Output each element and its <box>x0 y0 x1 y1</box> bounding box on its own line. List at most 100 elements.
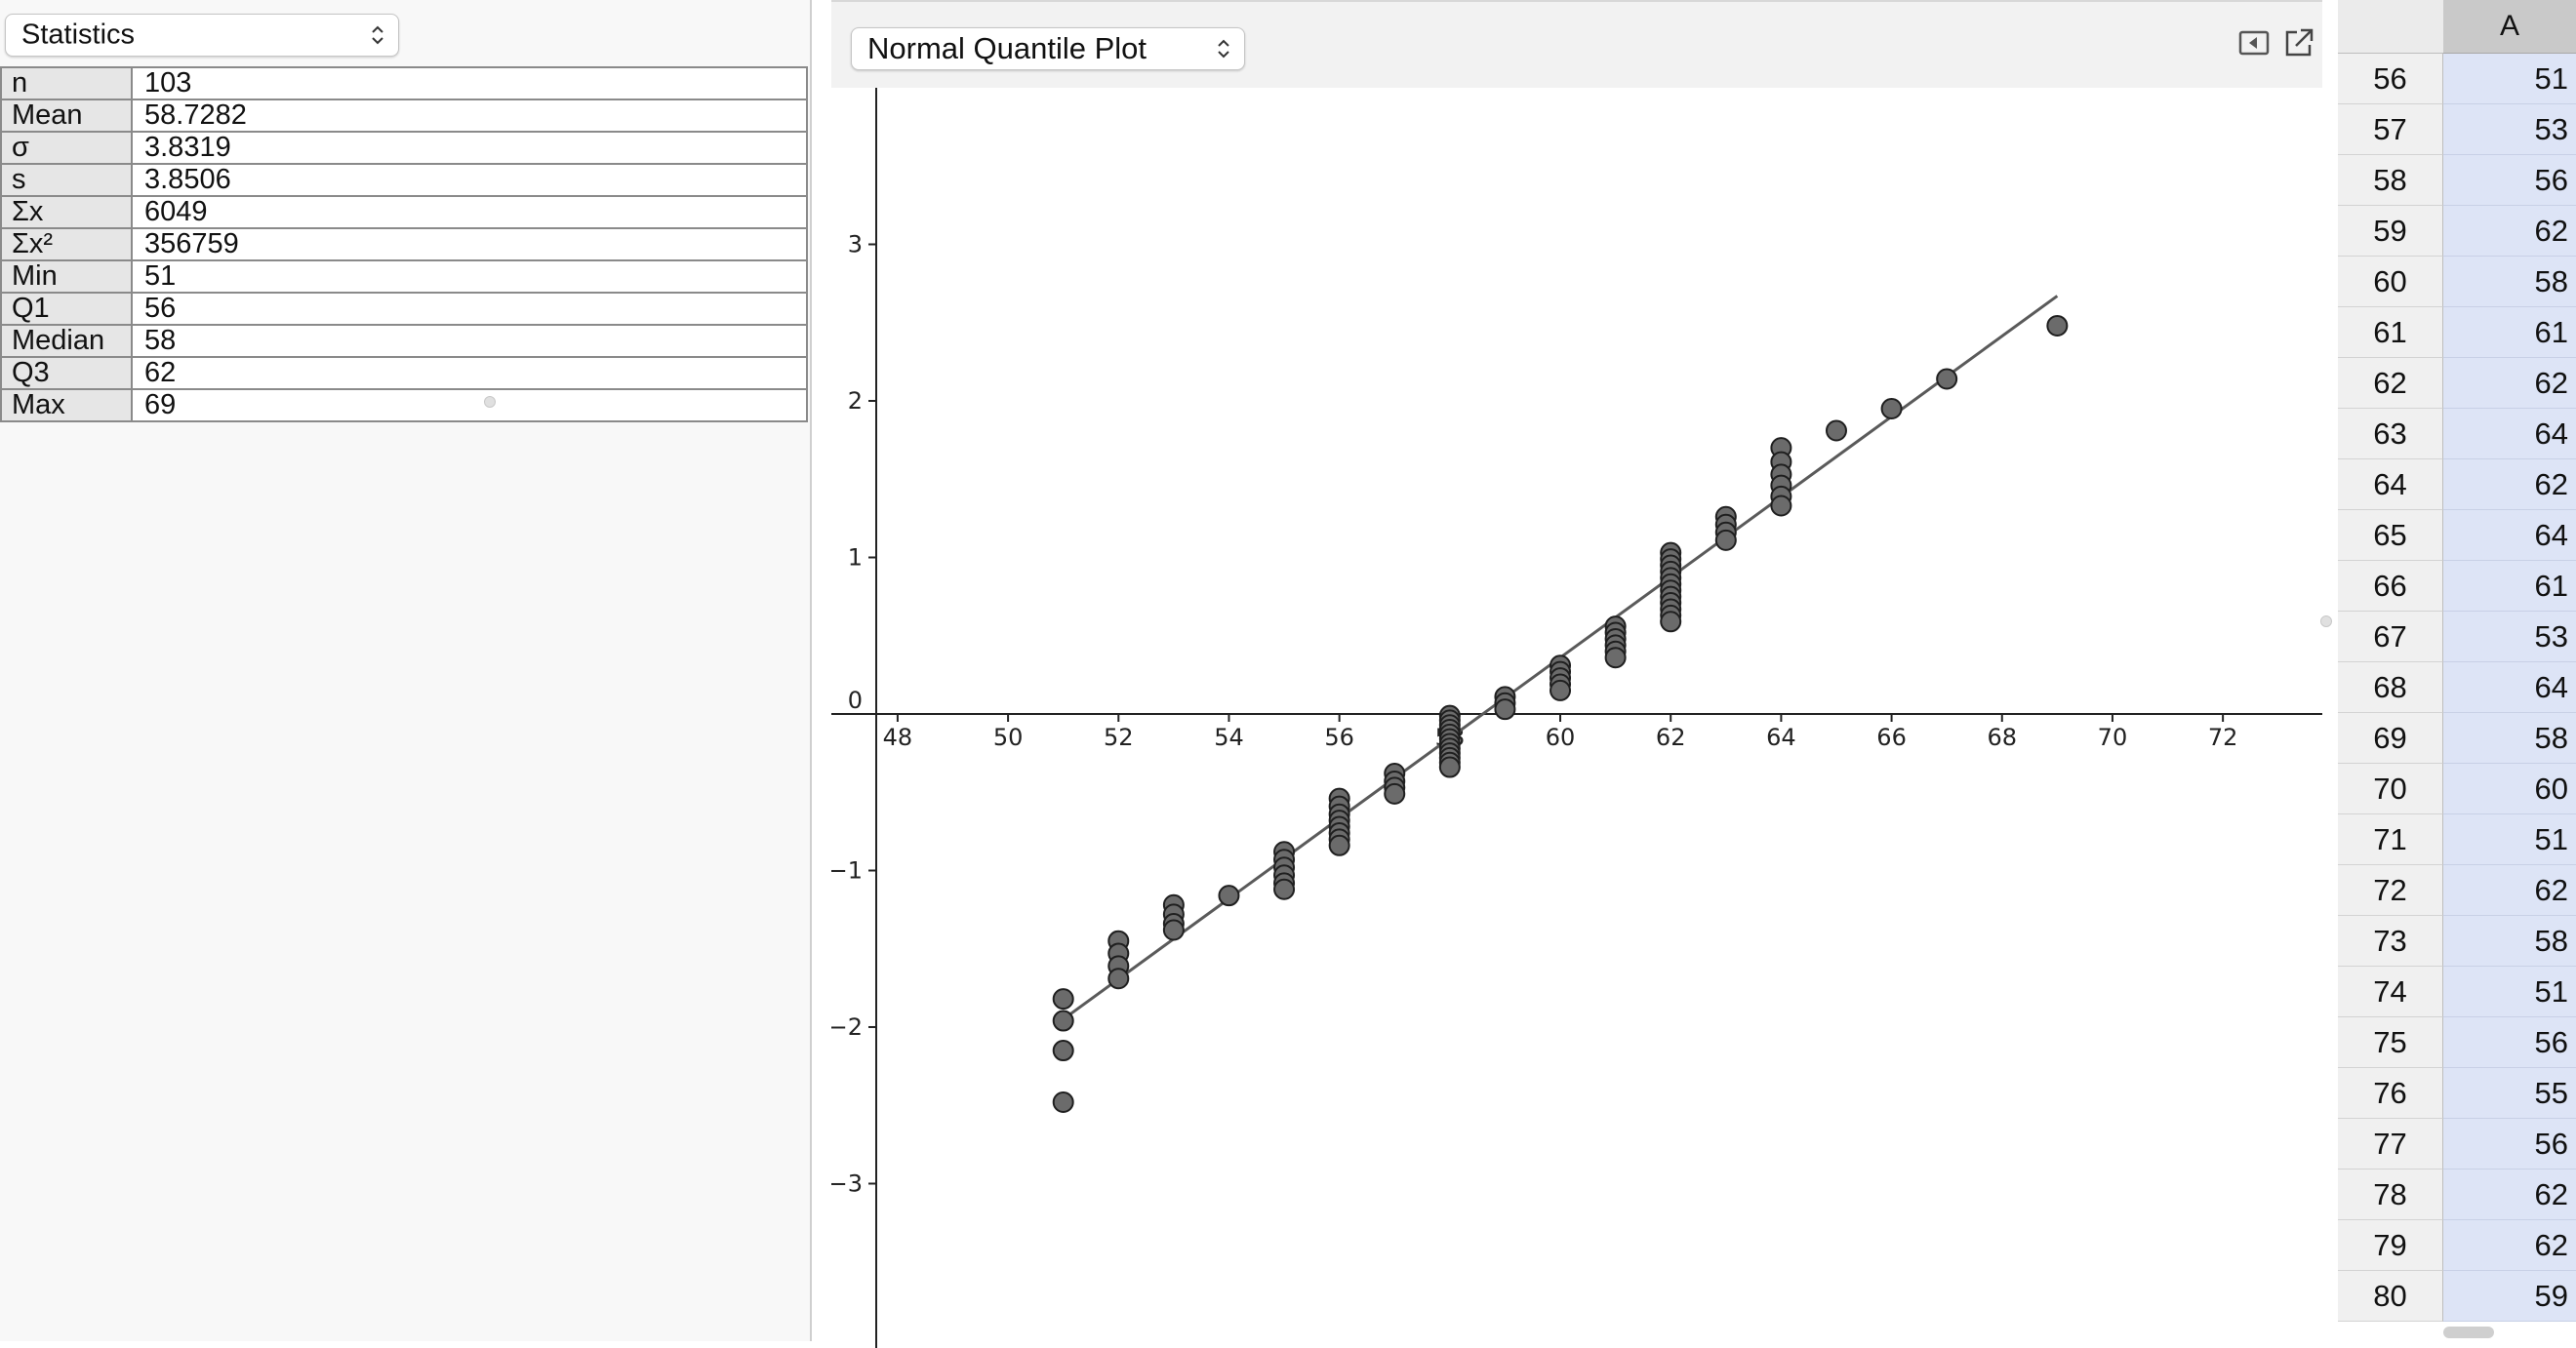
y-tick-label: −2 <box>831 1013 863 1041</box>
cell-value[interactable]: 61 <box>2443 307 2576 358</box>
cell-value[interactable]: 61 <box>2443 561 2576 612</box>
cell-value[interactable]: 56 <box>2443 1017 2576 1068</box>
x-tick-label: 64 <box>1766 724 1796 751</box>
cell-value[interactable]: 58 <box>2443 916 2576 967</box>
horizontal-scrollbar[interactable] <box>2443 1327 2494 1338</box>
row-header[interactable]: 77 <box>2338 1119 2443 1170</box>
table-row: 69 58 <box>2338 713 2576 764</box>
statistics-panel: Statistics n 103 Mean 58.7282 σ 3.8319 s 3.8506… <box>0 0 812 1341</box>
panel-resize-handle[interactable] <box>2320 615 2332 627</box>
cell-value[interactable]: 55 <box>2443 1068 2576 1119</box>
cell-value[interactable]: 58 <box>2443 257 2576 307</box>
row-header[interactable]: 78 <box>2338 1170 2443 1220</box>
data-point <box>1438 756 1461 778</box>
row-header[interactable]: 76 <box>2338 1068 2443 1119</box>
row-header[interactable]: 74 <box>2338 967 2443 1017</box>
row-header[interactable]: 68 <box>2338 662 2443 713</box>
row-header[interactable]: 69 <box>2338 713 2443 764</box>
row-header[interactable]: 62 <box>2338 358 2443 409</box>
row-header[interactable]: 79 <box>2338 1220 2443 1271</box>
row-header[interactable]: 56 <box>2338 54 2443 104</box>
statistic-value: 3.8319 <box>131 131 808 165</box>
statistics-row: n 103 <box>0 66 808 100</box>
row-header[interactable]: 73 <box>2338 916 2443 967</box>
cell-value[interactable]: 56 <box>2443 155 2576 206</box>
x-tick-label: 48 <box>883 724 913 751</box>
data-point <box>1328 834 1350 856</box>
y-tick-label: −1 <box>831 856 863 884</box>
row-header[interactable]: 65 <box>2338 510 2443 561</box>
cell-value[interactable]: 62 <box>2443 206 2576 257</box>
row-header[interactable]: 60 <box>2338 257 2443 307</box>
row-header[interactable]: 64 <box>2338 459 2443 510</box>
cell-value[interactable]: 53 <box>2443 612 2576 662</box>
x-tick-label: 62 <box>1656 724 1686 751</box>
select-arrows-icon <box>372 25 383 45</box>
cell-value[interactable]: 64 <box>2443 510 2576 561</box>
panel-resize-handle[interactable] <box>484 396 496 408</box>
statistic-label: Max <box>0 388 133 422</box>
statistic-label: Q3 <box>0 356 133 390</box>
statistics-table: n 103 Mean 58.7282 σ 3.8319 s 3.8506 Σx 6049 Σx² 35… <box>0 66 808 422</box>
statistic-value: 3.8506 <box>131 163 808 197</box>
cell-value[interactable]: 62 <box>2443 459 2576 510</box>
statistics-row: s 3.8506 <box>0 163 808 197</box>
cell-value[interactable]: 51 <box>2443 54 2576 104</box>
data-point <box>1936 368 1958 390</box>
statistics-row: Q1 56 <box>0 292 808 326</box>
x-tick-label: 54 <box>1214 724 1244 751</box>
graphics-panel: Normal Quantile Plot 4850525456586062646… <box>831 0 2322 1348</box>
spreadsheet-corner[interactable] <box>2338 0 2444 54</box>
cell-value[interactable]: 64 <box>2443 409 2576 459</box>
data-point <box>1218 885 1240 907</box>
cell-value[interactable]: 62 <box>2443 1170 2576 1220</box>
x-tick-label: 60 <box>1546 724 1576 751</box>
row-header[interactable]: 70 <box>2338 764 2443 814</box>
table-row: 58 56 <box>2338 155 2576 206</box>
row-header[interactable]: 80 <box>2338 1271 2443 1322</box>
cell-value[interactable]: 60 <box>2443 764 2576 814</box>
row-header[interactable]: 75 <box>2338 1017 2443 1068</box>
data-point <box>1052 1040 1074 1062</box>
row-header[interactable]: 67 <box>2338 612 2443 662</box>
row-header[interactable]: 66 <box>2338 561 2443 612</box>
x-tick-label: 68 <box>1987 724 2017 751</box>
statistic-label: Q1 <box>0 292 133 326</box>
row-header[interactable]: 71 <box>2338 814 2443 865</box>
cell-value[interactable]: 62 <box>2443 1220 2576 1271</box>
table-row: 61 61 <box>2338 307 2576 358</box>
table-row: 77 56 <box>2338 1119 2576 1170</box>
row-header[interactable]: 59 <box>2338 206 2443 257</box>
column-header-a[interactable]: A <box>2443 0 2576 54</box>
cell-value[interactable]: 51 <box>2443 814 2576 865</box>
plot-type-select[interactable]: Normal Quantile Plot <box>851 27 1245 70</box>
data-point <box>1384 782 1406 805</box>
cell-value[interactable]: 58 <box>2443 713 2576 764</box>
row-header[interactable]: 57 <box>2338 104 2443 155</box>
row-header[interactable]: 72 <box>2338 865 2443 916</box>
cell-value[interactable]: 64 <box>2443 662 2576 713</box>
statistics-mode-select[interactable]: Statistics <box>5 14 399 57</box>
row-header[interactable]: 61 <box>2338 307 2443 358</box>
statistic-value: 58 <box>131 324 808 358</box>
collapse-panel-icon[interactable] <box>2236 25 2272 60</box>
table-row: 57 53 <box>2338 104 2576 155</box>
table-row: 76 55 <box>2338 1068 2576 1119</box>
row-header[interactable]: 58 <box>2338 155 2443 206</box>
cell-value[interactable]: 51 <box>2443 967 2576 1017</box>
statistics-row: Median 58 <box>0 324 808 358</box>
cell-value[interactable]: 59 <box>2443 1271 2576 1322</box>
statistics-row: Σx² 356759 <box>0 227 808 261</box>
cell-value[interactable]: 62 <box>2443 358 2576 409</box>
data-point <box>1880 398 1903 420</box>
table-row: 56 51 <box>2338 54 2576 104</box>
cell-value[interactable]: 53 <box>2443 104 2576 155</box>
export-window-icon[interactable] <box>2281 25 2316 60</box>
cell-value[interactable]: 56 <box>2443 1119 2576 1170</box>
data-point <box>1660 611 1682 633</box>
row-header[interactable]: 63 <box>2338 409 2443 459</box>
data-point <box>2046 314 2069 337</box>
cell-value[interactable]: 62 <box>2443 865 2576 916</box>
